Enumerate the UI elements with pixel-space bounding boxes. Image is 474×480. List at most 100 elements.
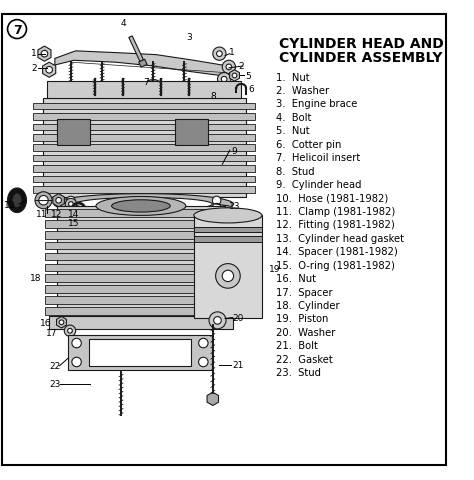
Bar	[33, 156, 255, 162]
Bar	[33, 135, 255, 142]
Bar	[46, 231, 237, 239]
Bar	[89, 339, 191, 366]
Text: 14.  Spacer (1981-1982): 14. Spacer (1981-1982)	[276, 247, 398, 257]
Text: 18.  Cylinder: 18. Cylinder	[276, 300, 340, 310]
Text: 6.  Cotter pin: 6. Cotter pin	[276, 140, 342, 149]
Bar	[46, 264, 237, 272]
Text: 5: 5	[245, 72, 251, 81]
Text: 7: 7	[13, 24, 21, 36]
Circle shape	[209, 312, 226, 329]
Text: 6: 6	[249, 85, 255, 94]
Bar	[46, 297, 237, 304]
Text: 23: 23	[49, 379, 61, 388]
Polygon shape	[229, 71, 239, 82]
Text: 16.  Nut: 16. Nut	[276, 274, 316, 284]
Text: 4: 4	[120, 19, 126, 28]
Text: 17: 17	[46, 328, 58, 337]
Text: 8.  Stud: 8. Stud	[276, 166, 315, 176]
Bar	[194, 216, 262, 318]
Circle shape	[67, 197, 75, 205]
Bar	[194, 237, 262, 242]
Ellipse shape	[54, 194, 234, 215]
Bar	[46, 253, 237, 261]
Bar	[43, 99, 246, 198]
Bar	[46, 286, 237, 293]
Bar	[46, 275, 237, 282]
Text: 22: 22	[49, 361, 61, 371]
Bar	[33, 187, 255, 193]
Bar	[49, 316, 233, 329]
Ellipse shape	[111, 200, 170, 213]
Text: 16: 16	[40, 318, 51, 327]
Text: 20.  Washer: 20. Washer	[276, 327, 336, 337]
Circle shape	[226, 65, 232, 71]
Polygon shape	[139, 60, 147, 68]
Circle shape	[68, 329, 73, 334]
Bar	[33, 145, 255, 152]
Circle shape	[65, 199, 77, 210]
Text: 2.  Washer: 2. Washer	[276, 86, 329, 96]
Circle shape	[35, 192, 52, 209]
Ellipse shape	[8, 189, 27, 213]
Circle shape	[221, 77, 227, 83]
Polygon shape	[53, 194, 64, 207]
Circle shape	[232, 74, 237, 79]
Circle shape	[216, 264, 240, 288]
Text: 2: 2	[238, 61, 244, 71]
Circle shape	[213, 48, 226, 61]
Circle shape	[199, 358, 208, 367]
Circle shape	[222, 271, 234, 282]
Text: 17.  Spacer: 17. Spacer	[276, 287, 333, 297]
Circle shape	[64, 325, 76, 337]
Circle shape	[59, 320, 64, 325]
Bar	[57, 206, 225, 318]
Text: 19: 19	[268, 264, 280, 273]
Text: 18: 18	[30, 274, 42, 283]
Polygon shape	[207, 393, 219, 406]
Text: CYLINDER ASSEMBLY: CYLINDER ASSEMBLY	[279, 50, 443, 64]
Circle shape	[8, 21, 27, 39]
Text: 15: 15	[68, 219, 80, 228]
Ellipse shape	[96, 197, 186, 216]
Bar	[33, 166, 255, 172]
Text: 14: 14	[68, 210, 80, 218]
Text: 10.  Hose (1981-1982): 10. Hose (1981-1982)	[276, 193, 388, 203]
Polygon shape	[129, 37, 144, 62]
Text: 4.  Bolt: 4. Bolt	[276, 113, 311, 123]
Text: 12.  Fitting (1981-1982): 12. Fitting (1981-1982)	[276, 220, 395, 230]
Text: 7.  Helicoil insert: 7. Helicoil insert	[276, 153, 360, 163]
Text: 20: 20	[233, 313, 244, 323]
Circle shape	[46, 67, 53, 74]
Ellipse shape	[75, 198, 212, 211]
Bar	[33, 104, 255, 110]
Bar	[46, 210, 237, 217]
Circle shape	[199, 338, 208, 348]
Text: 21: 21	[233, 360, 244, 370]
Text: 1: 1	[229, 48, 235, 57]
Circle shape	[217, 52, 222, 58]
Text: 21.  Bolt: 21. Bolt	[276, 340, 318, 350]
Text: 3.  Engine brace: 3. Engine brace	[276, 99, 357, 109]
Text: 15.  O-ring (1981-1982): 15. O-ring (1981-1982)	[276, 260, 395, 270]
Text: 11.  Clamp (1981-1982): 11. Clamp (1981-1982)	[276, 206, 395, 216]
Circle shape	[67, 204, 75, 213]
Text: 23.  Stud: 23. Stud	[276, 367, 321, 377]
Circle shape	[41, 51, 48, 58]
Text: 7: 7	[144, 77, 149, 86]
Bar	[47, 82, 241, 99]
Circle shape	[72, 338, 82, 348]
Polygon shape	[55, 52, 230, 77]
Circle shape	[69, 202, 73, 207]
Bar	[33, 176, 255, 183]
Text: 9: 9	[232, 146, 237, 156]
Text: 2: 2	[31, 64, 37, 73]
Bar	[46, 221, 237, 228]
Circle shape	[39, 196, 48, 205]
Text: 5.  Nut: 5. Nut	[276, 126, 310, 136]
Bar	[175, 120, 208, 146]
Ellipse shape	[194, 208, 262, 224]
Text: 10: 10	[4, 200, 15, 209]
Circle shape	[56, 198, 62, 204]
Circle shape	[72, 358, 82, 367]
Text: 8: 8	[210, 92, 216, 101]
